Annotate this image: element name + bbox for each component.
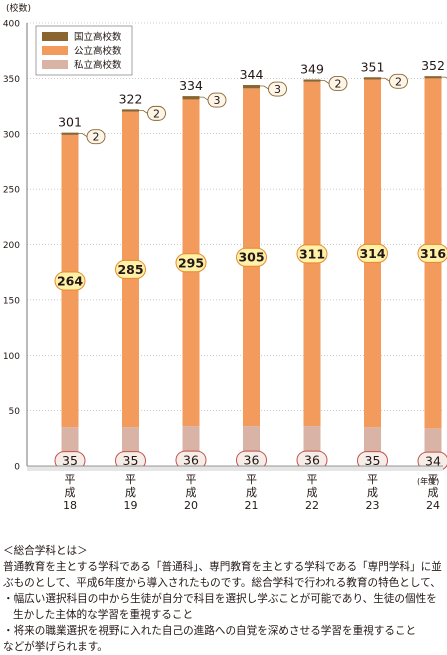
national-label: 2 [395, 75, 402, 88]
x-tick-label: 22 [305, 499, 319, 512]
x-tick-label: 平 [125, 473, 136, 486]
y-tick-label: 400 [3, 20, 20, 30]
x-tick-label: 成 [186, 486, 197, 499]
notes-line: などが挙げられます。 [3, 639, 443, 655]
y-tick-label: 250 [3, 186, 20, 196]
total-label: 349 [300, 61, 324, 76]
bar-national [183, 96, 200, 99]
total-label: 344 [240, 67, 264, 82]
notes-bullet: ・将来の職業選択を視野に入れた自己の進路への自覚を深めさせる学習を重視すること [3, 623, 443, 639]
bar-national [425, 76, 442, 78]
public-label: 311 [299, 246, 325, 261]
x-tick-label: 24 [426, 499, 440, 512]
x-tick-label: 平 [186, 473, 197, 486]
national-leader-line [79, 134, 88, 137]
national-label: 2 [335, 77, 342, 90]
x-tick-label: 21 [245, 499, 259, 512]
private-label: 36 [183, 453, 199, 468]
total-label: 351 [361, 59, 385, 74]
public-label: 264 [57, 274, 83, 289]
national-leader-line [260, 86, 269, 89]
x-tick-label: 23 [366, 499, 380, 512]
x-tick-label: 平 [307, 473, 318, 486]
y-tick-label: 50 [9, 407, 21, 417]
public-label: 285 [117, 262, 143, 277]
national-label: 3 [214, 94, 221, 107]
total-label: 334 [179, 78, 203, 93]
bar-national [364, 77, 381, 79]
x-axis-band [27, 466, 443, 471]
y-axis-unit-label: (校数) [6, 2, 31, 14]
private-label: 36 [244, 453, 260, 468]
notes-bullet: ・幅広い選択科目の中から生徒が自分で科目を選択し学ぶことが可能であり、生徒の個性… [3, 591, 443, 623]
x-tick-label: 成 [125, 486, 136, 499]
x-axis-unit-label: (年度) [417, 476, 439, 486]
national-leader-line [139, 110, 148, 113]
national-leader-line [442, 77, 447, 80]
public-label: 316 [420, 246, 446, 261]
x-tick-label: 成 [307, 486, 318, 499]
notes-section: ＜総合学科とは＞ 普通教育を主とする学科である「普通科」、専門教育を主とする学科… [3, 543, 443, 655]
total-label: 322 [119, 91, 143, 106]
public-label: 314 [359, 246, 385, 261]
x-tick-label: 平 [65, 473, 76, 486]
y-tick-label: 100 [3, 352, 20, 362]
x-tick-label: 成 [65, 486, 76, 499]
bar-national [304, 79, 321, 81]
legend-label: 私立高校数 [74, 59, 122, 71]
x-tick-label: 20 [184, 499, 198, 512]
x-tick-label: 19 [124, 499, 138, 512]
legend-swatch [42, 32, 68, 41]
total-label: 301 [58, 115, 82, 130]
national-leader-line [200, 97, 209, 100]
notes-line: 普通教育を主とする学科である「普通科」、専門教育を主とする学科である「専門学科」… [3, 559, 443, 575]
bar-national [122, 109, 139, 111]
x-tick-label: 成 [428, 486, 439, 499]
notes-heading: ＜総合学科とは＞ [3, 543, 443, 559]
legend-label: 国立高校数 [74, 31, 122, 43]
legend-label: 公立高校数 [74, 45, 122, 57]
x-tick-label: 18 [63, 499, 77, 512]
x-tick-label: 成 [246, 486, 257, 499]
y-tick-label: 200 [3, 241, 20, 251]
bar-national [62, 133, 79, 135]
public-label: 295 [178, 255, 204, 270]
national-label: 3 [274, 83, 281, 96]
y-tick-label: 350 [3, 75, 20, 85]
legend-swatch [42, 46, 68, 55]
y-tick-label: 0 [14, 463, 20, 473]
x-tick-label: 平 [367, 473, 378, 486]
bar-national [243, 85, 260, 88]
x-tick-label: 成 [367, 486, 378, 499]
legend-swatch [42, 60, 68, 69]
y-axis: 0 50 100 150 200 250 300 350 400 [3, 20, 27, 473]
private-label: 36 [304, 453, 320, 468]
notes-line: ぶものとして、平成6年度から導入されたものです。総合学科で行われる教育の特色とし… [3, 575, 443, 591]
public-label: 305 [238, 250, 264, 265]
national-label: 2 [153, 107, 160, 120]
x-tick-label: 平 [246, 473, 257, 486]
national-label: 2 [93, 131, 100, 144]
y-tick-label: 300 [3, 130, 20, 140]
y-tick-label: 150 [3, 296, 20, 306]
national-leader-line [381, 78, 390, 81]
total-label: 352 [421, 58, 445, 73]
national-leader-line [321, 80, 330, 83]
